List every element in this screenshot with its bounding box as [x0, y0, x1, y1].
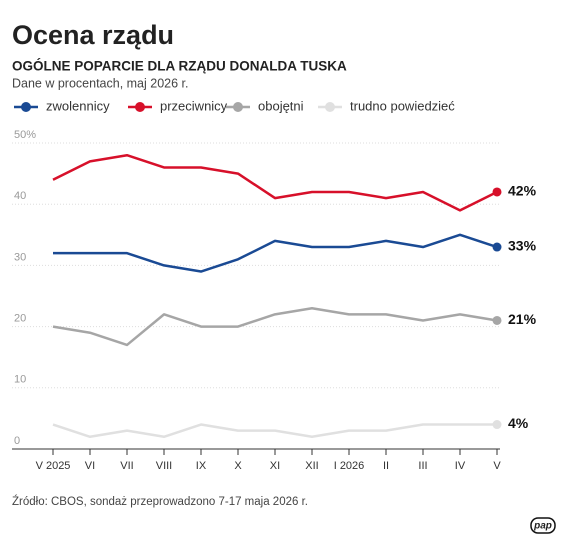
legend-label: trudno powiedzieć	[350, 98, 455, 113]
value-label: 21%	[508, 311, 537, 327]
series-line	[52, 306, 498, 347]
source: Źródło: CBOS, sondaż przeprowadzono 7-17…	[12, 495, 308, 508]
end-dot	[492, 315, 502, 325]
x-tick-label: VI	[85, 460, 95, 472]
legend-label: przeciwnicy	[160, 98, 228, 113]
series-line	[53, 233, 498, 273]
series-line	[52, 423, 497, 439]
logo: pap	[533, 521, 552, 532]
x-tick-label: VIII	[156, 460, 173, 472]
y-tick-label: 20	[14, 313, 26, 325]
end-dot	[492, 242, 502, 252]
value-label: 33%	[508, 238, 537, 254]
chart-note: Dane w procentach, maj 2026 r.	[12, 76, 189, 90]
value-label: 4%	[508, 415, 529, 431]
x-tick-label: IV	[455, 460, 466, 472]
legend-dot	[325, 102, 335, 112]
logo-badge	[530, 517, 556, 534]
x-tick-label: V	[493, 460, 501, 472]
x-tick-label: V 2025	[36, 460, 71, 472]
end-dot	[492, 420, 502, 430]
legend-dot	[135, 102, 145, 112]
x-tick-label: III	[418, 460, 427, 472]
x-tick-label: VII	[120, 460, 133, 472]
x-tick-label: II	[383, 460, 389, 472]
chart-title: Ocena rządu	[12, 20, 174, 50]
y-tick-label: 0	[14, 435, 20, 447]
y-tick-label: 40	[14, 190, 26, 202]
x-tick-label: XI	[270, 460, 280, 472]
legend-label: obojętni	[258, 98, 304, 113]
y-tick-label: 50%	[14, 129, 36, 141]
end-dot	[492, 187, 502, 197]
series-line	[52, 153, 498, 212]
value-label: 42%	[508, 183, 537, 199]
legend-dot	[233, 102, 243, 112]
legend-dot	[21, 102, 31, 112]
y-tick-label: 30	[14, 251, 26, 263]
legend-label: zwolennicy	[46, 98, 110, 113]
y-tick-label: 10	[14, 374, 26, 386]
chart-subtitle: OGÓLNE POPARCIE DLA RZĄDU DONALDA TUSKA	[12, 59, 347, 74]
x-tick-label: XII	[305, 460, 318, 472]
x-tick-label: I 2026	[334, 460, 365, 472]
x-tick-label: IX	[196, 460, 207, 472]
x-tick-label: X	[234, 460, 242, 472]
